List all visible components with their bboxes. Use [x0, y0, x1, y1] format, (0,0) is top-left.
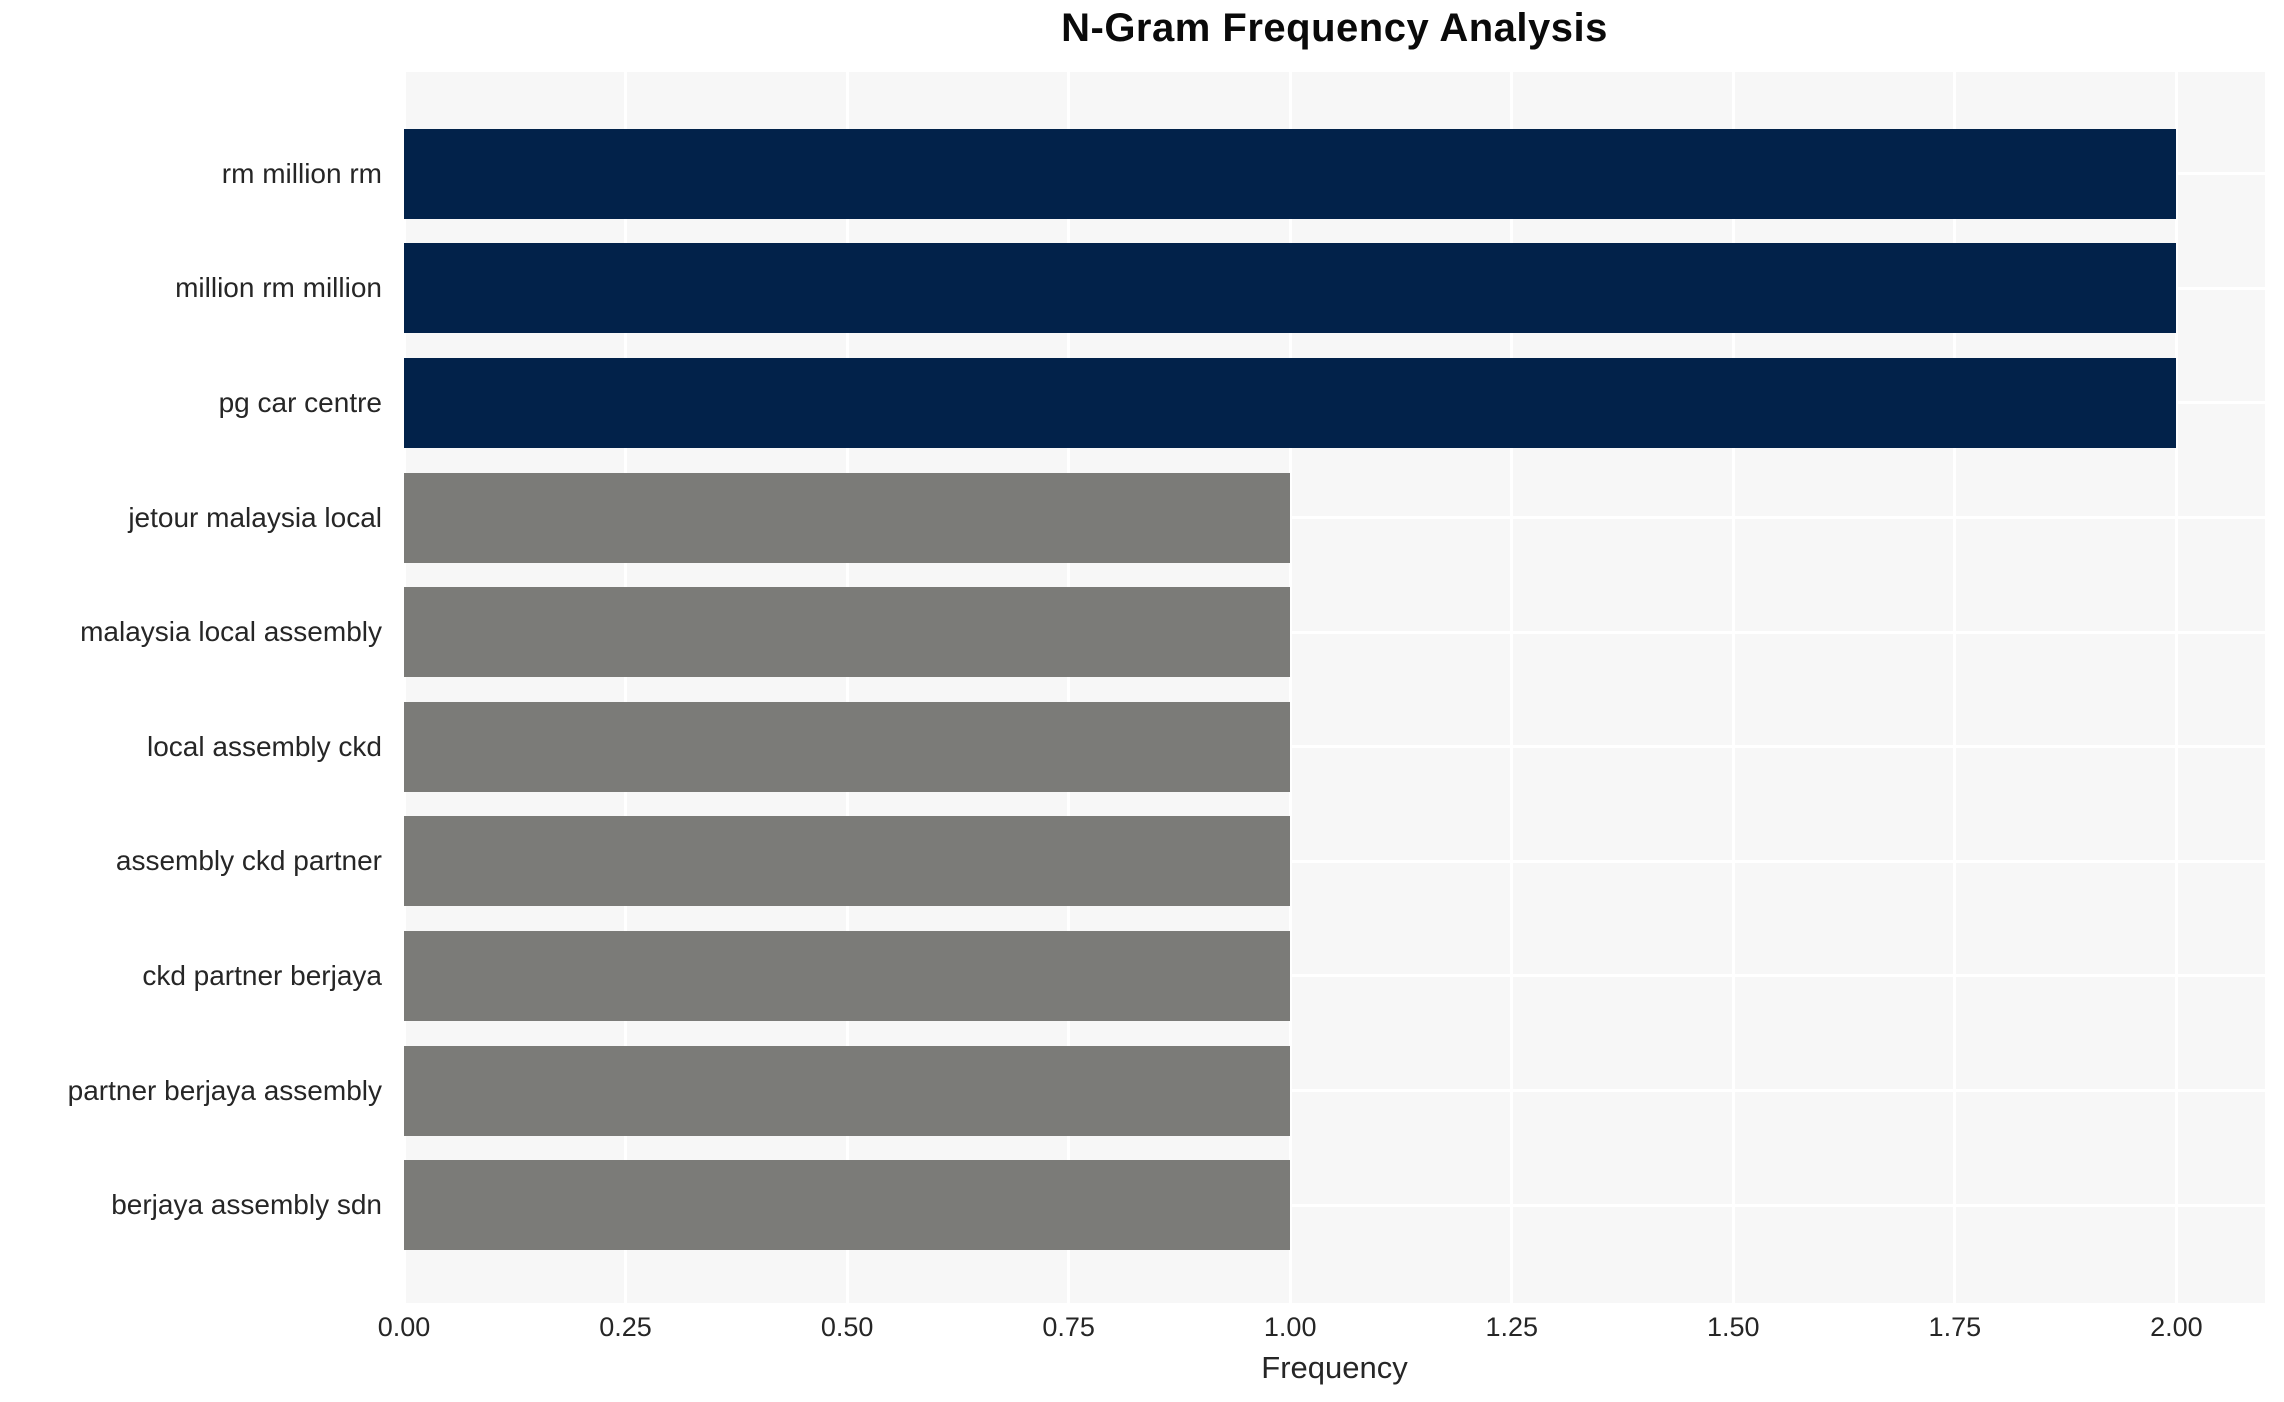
- gridline-horizontal: [404, 1203, 2265, 1207]
- x-axis-tick-labels: 0.00 0.25 0.50 0.75 1.00 1.25 1.50 1.75 2.00: [0, 1312, 2284, 1348]
- x-tick-label: 1.50: [1707, 1312, 1760, 1342]
- frequency-bar: [404, 1160, 1291, 1251]
- frequency-bar: [404, 587, 1291, 678]
- gridline-horizontal: [404, 745, 2265, 749]
- x-tick-label: 2.00: [2150, 1312, 2203, 1342]
- frequency-bar: [404, 357, 2177, 448]
- frequency-bar: [404, 128, 2177, 219]
- category-label: rm million rm: [221, 157, 382, 189]
- category-label: ckd partner berjaya: [142, 959, 382, 991]
- gridline-vertical: [1288, 72, 1292, 1303]
- frequency-bar: [404, 243, 2177, 334]
- frequency-bar: [404, 701, 1291, 792]
- gridline-vertical: [1510, 72, 1514, 1303]
- category-label: pg car centre: [218, 386, 382, 418]
- gridline-horizontal: [404, 630, 2265, 634]
- category-label: million rm million: [175, 272, 382, 304]
- gridline-vertical: [1067, 72, 1071, 1303]
- category-label: local assembly ckd: [147, 730, 382, 762]
- frequency-bar: [404, 816, 1291, 907]
- category-label: partner berjaya assembly: [67, 1074, 382, 1106]
- x-tick-label: 0.75: [1042, 1312, 1095, 1342]
- gridline-horizontal: [404, 859, 2265, 863]
- frequency-bar: [404, 930, 1291, 1021]
- gridline-vertical: [624, 72, 628, 1303]
- plot-area: [404, 72, 2265, 1303]
- frequency-bar: [404, 1045, 1291, 1136]
- category-label: berjaya assembly sdn: [111, 1189, 382, 1221]
- gridline-horizontal: [404, 974, 2265, 978]
- gridline-horizontal: [404, 516, 2265, 519]
- gridline-vertical: [1953, 72, 1957, 1303]
- category-label: assembly ckd partner: [115, 845, 382, 877]
- category-label: jetour malaysia local: [128, 501, 382, 533]
- x-tick-label: 1.75: [1928, 1312, 1982, 1342]
- x-tick-label: 1.25: [1485, 1312, 1539, 1342]
- gridline-vertical: [1731, 72, 1735, 1303]
- x-tick-label: 1.00: [1263, 1312, 1317, 1342]
- gridline-vertical: [845, 72, 849, 1303]
- chart-title: N-Gram Frequency Analysis: [1061, 6, 1608, 50]
- gridline-horizontal: [404, 1089, 2265, 1092]
- y-axis-labels: rm million rm million rm million pg car ce…: [0, 72, 393, 1303]
- x-axis-title: Frequency: [1261, 1350, 1408, 1385]
- x-tick-label: 0.00: [377, 1312, 431, 1342]
- gridline-vertical: [2174, 72, 2178, 1303]
- frequency-bar: [404, 472, 1291, 563]
- category-label: malaysia local assembly: [80, 616, 382, 648]
- x-tick-label: 0.50: [820, 1312, 874, 1342]
- x-tick-label: 0.25: [599, 1312, 652, 1342]
- gridline-vertical: [404, 72, 406, 1303]
